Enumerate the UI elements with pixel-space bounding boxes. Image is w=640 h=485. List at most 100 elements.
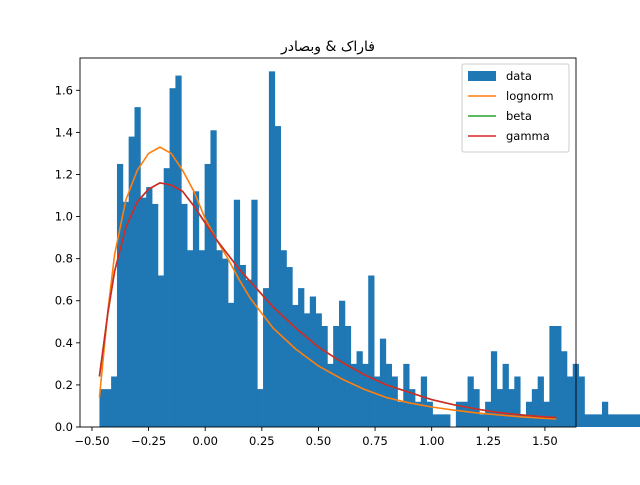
histogram-bar: [187, 250, 194, 427]
x-tick-label: 1.25: [476, 434, 502, 448]
series-line-lognorm: [98, 146, 557, 420]
histogram-bar: [637, 414, 640, 427]
histogram-bar: [584, 414, 591, 427]
histogram-bar: [263, 288, 270, 427]
histogram-bar: [607, 414, 615, 427]
histogram-bar: [391, 376, 398, 427]
histogram-bar: [140, 197, 147, 427]
histogram-bar: [496, 389, 504, 427]
legend-label-data: data: [506, 69, 532, 83]
histogram-bar: [631, 414, 638, 427]
histogram-bar: [414, 401, 422, 427]
histogram-bar: [257, 389, 264, 427]
histogram-bar: [479, 414, 486, 427]
histogram-bar: [374, 376, 381, 427]
histogram-bar: [596, 414, 603, 427]
histogram-bar: [356, 351, 363, 427]
histogram-bar: [327, 363, 334, 427]
histogram-bar: [245, 279, 252, 427]
histogram-bar: [555, 325, 562, 427]
histogram-bar: [490, 351, 498, 427]
plot-area: −0.50 −0.25 0.00 0.25 0.50 0.75 1.00 1.25 1.50 0.…: [55, 57, 640, 448]
histogram-bar: [420, 376, 428, 427]
histogram-bar: [175, 75, 182, 427]
histogram-bar: [613, 414, 620, 427]
y-tick-label: 1.4: [55, 125, 73, 139]
histogram-bar: [561, 351, 568, 427]
histogram-bar: [233, 199, 241, 427]
histogram-bar: [467, 376, 474, 427]
y-tick-label: 1.6: [55, 83, 73, 97]
histogram-bar: [444, 414, 451, 427]
histogram-bar: [111, 376, 118, 427]
y-tick-label: 0.6: [55, 294, 73, 308]
histogram-bar: [339, 300, 346, 427]
histogram-bar: [303, 313, 311, 427]
histogram-bar: [181, 203, 188, 427]
axes-frame: [79, 57, 577, 428]
histogram-bar: [152, 203, 159, 427]
histogram-bar: [438, 414, 445, 427]
histogram-bar: [216, 250, 223, 427]
histogram-bar: [385, 363, 392, 427]
legend-label-lognorm: lognorm: [506, 89, 554, 103]
legend-label-gamma: gamma: [506, 129, 550, 143]
x-tick-label: 0.75: [362, 434, 388, 448]
histogram-bar: [122, 201, 130, 427]
histogram-bar: [198, 250, 206, 427]
histogram-bar: [397, 401, 404, 427]
histogram-bar: [163, 168, 170, 427]
histogram-bar: [105, 389, 112, 427]
histogram-bar: [549, 325, 556, 427]
histogram-bar: [169, 88, 176, 427]
x-tick-label: 0.50: [306, 434, 332, 448]
histogram-bar: [99, 389, 106, 427]
histogram-bar: [531, 389, 539, 427]
histogram-bar: [315, 313, 322, 427]
histogram-bar: [222, 258, 229, 427]
y-tick-label: 1.0: [55, 210, 73, 224]
histogram-bar: [350, 363, 357, 427]
histogram-bar: [146, 187, 153, 427]
histogram-bar: [227, 302, 235, 427]
histogram-bar: [409, 389, 416, 427]
histogram-bar: [426, 401, 433, 427]
histogram-bar: [566, 376, 574, 427]
histogram-bar: [268, 71, 276, 428]
y-tick-label: 0.2: [55, 378, 73, 392]
histogram-bar: [286, 267, 293, 427]
histogram-bar: [502, 363, 509, 427]
y-tick-label: 1.2: [55, 167, 73, 181]
x-tick-label: 0.25: [249, 434, 275, 448]
histogram-bar: [368, 275, 375, 427]
y-tick-label: 0.0: [55, 420, 73, 434]
histogram-bar: [455, 401, 463, 427]
series-line-gamma: [98, 182, 557, 419]
histogram-bar: [292, 304, 299, 427]
histogram-bar: [514, 376, 521, 427]
x-tick-label: −0.25: [131, 434, 166, 448]
legend-box: [461, 63, 570, 153]
x-tick-label: 1.50: [532, 434, 558, 448]
histogram-bar: [362, 363, 369, 427]
chart-title: فاراک & وبصادر: [280, 39, 375, 55]
histogram-bar: [601, 401, 609, 427]
histogram-bar: [274, 126, 281, 427]
histogram-bar: [403, 363, 410, 427]
histogram-bar: [537, 376, 544, 427]
histogram-bar: [251, 199, 258, 427]
x-tick-label: −0.50: [74, 434, 109, 448]
histogram-bar: [344, 325, 352, 427]
histogram-bar: [239, 264, 246, 427]
histogram-bar: [520, 414, 527, 427]
histogram-bar: [578, 376, 585, 427]
histogram-bar: [157, 275, 165, 427]
histogram-bar: [461, 401, 468, 427]
x-tick-label: 0.00: [192, 434, 218, 448]
x-tick-label: 1.00: [419, 434, 445, 448]
histogram-bar: [543, 401, 550, 427]
histogram-bar: [321, 325, 328, 427]
histogram-bar: [298, 288, 305, 427]
